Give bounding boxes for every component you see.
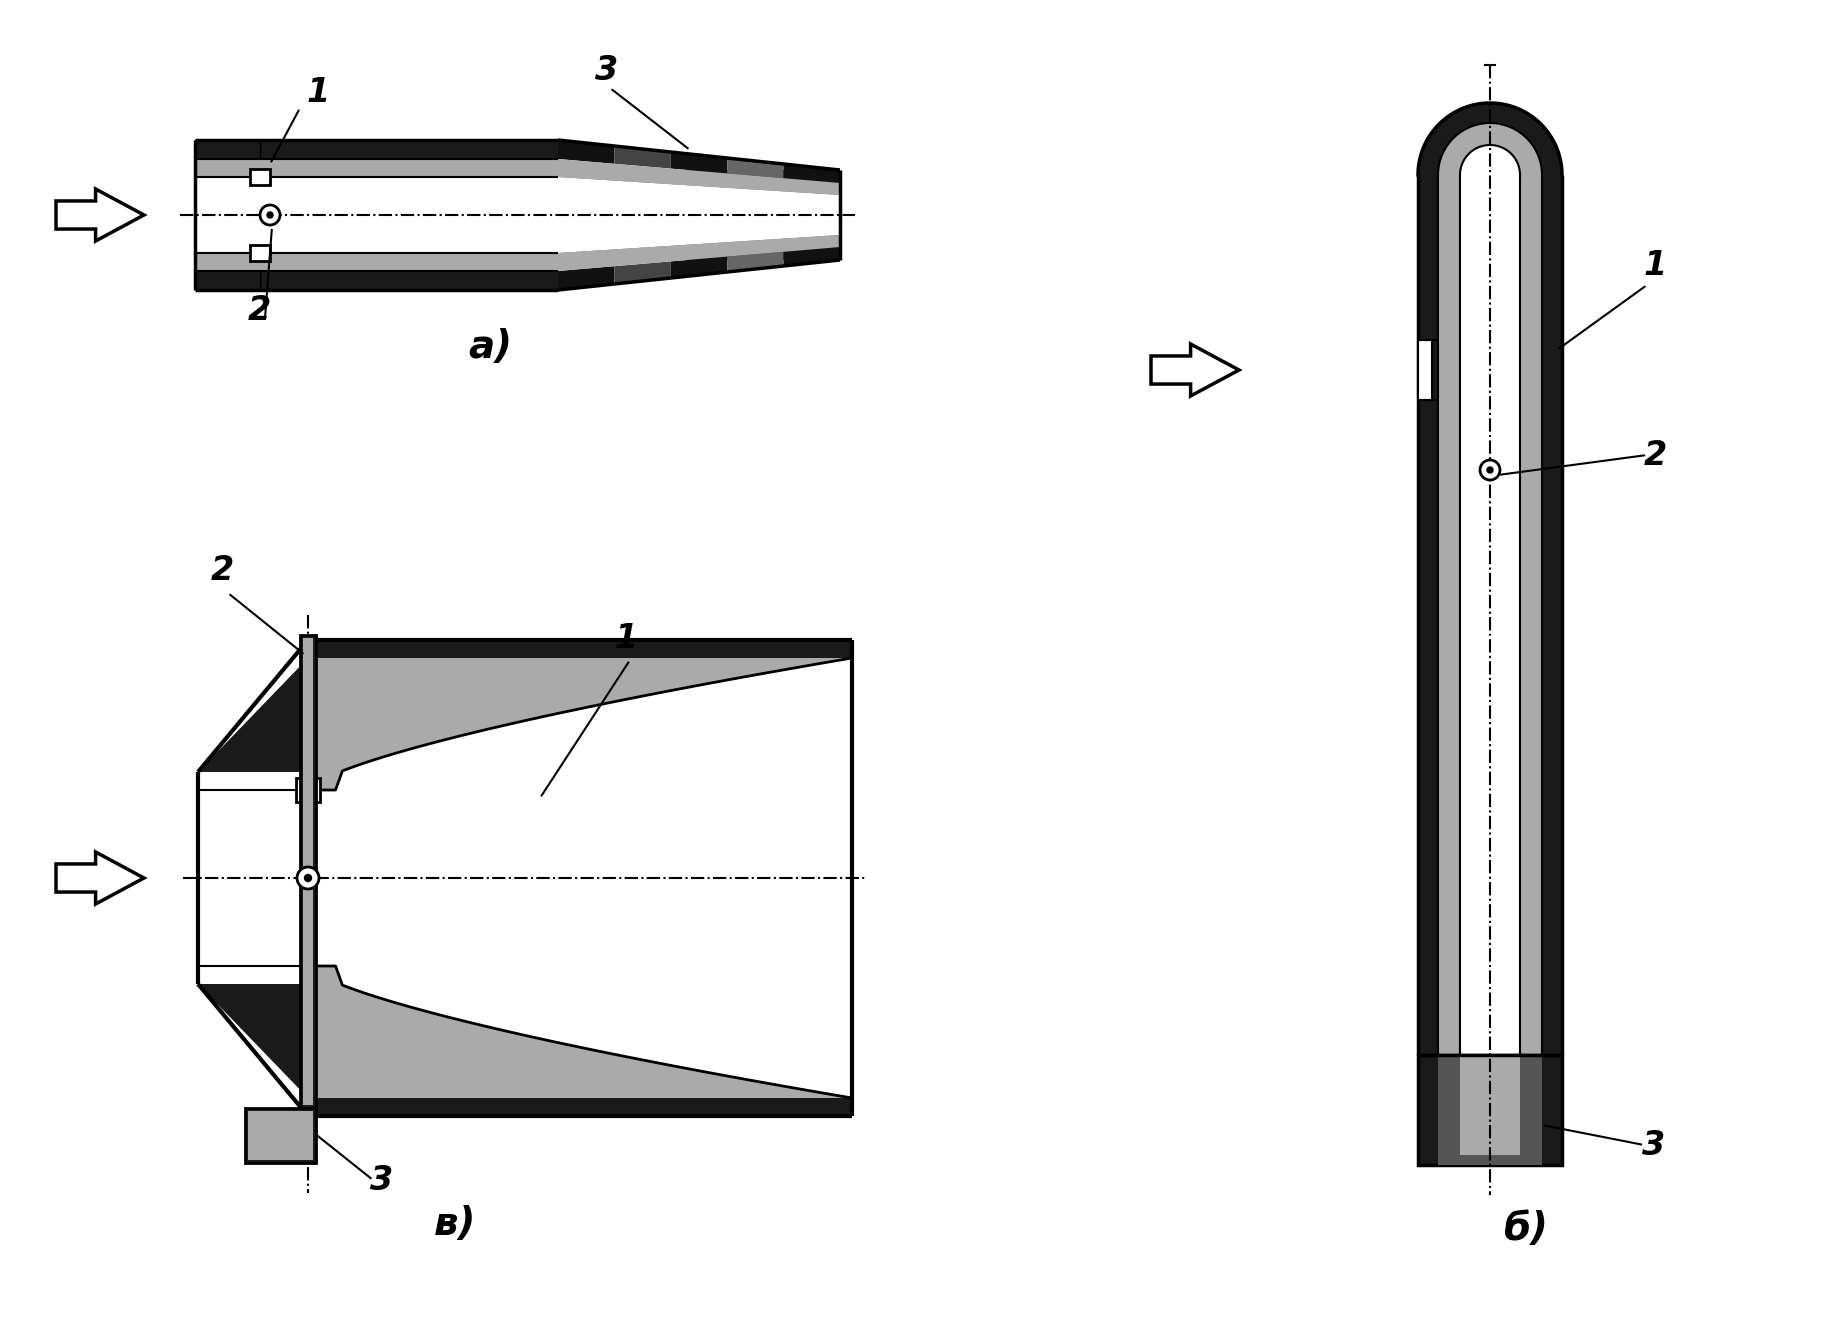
Polygon shape: [1439, 175, 1461, 1055]
Polygon shape: [615, 262, 670, 284]
Polygon shape: [245, 1108, 317, 1163]
Circle shape: [1479, 460, 1499, 480]
Polygon shape: [1542, 175, 1562, 1055]
Text: б): б): [1503, 1210, 1547, 1248]
Polygon shape: [297, 779, 321, 802]
Polygon shape: [558, 260, 840, 290]
Polygon shape: [195, 253, 558, 271]
Circle shape: [260, 205, 280, 225]
Circle shape: [1486, 467, 1494, 473]
Polygon shape: [1461, 1055, 1520, 1155]
Polygon shape: [195, 140, 558, 159]
Text: 2: 2: [1645, 439, 1667, 472]
Polygon shape: [1418, 1055, 1562, 1165]
Polygon shape: [300, 635, 317, 1108]
Text: а): а): [468, 328, 512, 366]
Polygon shape: [308, 658, 853, 1099]
Polygon shape: [197, 984, 308, 1099]
Circle shape: [297, 867, 319, 888]
Polygon shape: [558, 140, 840, 171]
Polygon shape: [308, 658, 853, 1099]
Polygon shape: [558, 235, 840, 271]
Polygon shape: [308, 1099, 853, 1116]
Polygon shape: [783, 164, 840, 182]
Polygon shape: [308, 966, 853, 1099]
Circle shape: [304, 874, 311, 882]
Polygon shape: [1461, 145, 1520, 175]
Polygon shape: [1520, 175, 1542, 1055]
Polygon shape: [251, 245, 271, 260]
Polygon shape: [558, 266, 615, 290]
Polygon shape: [1461, 175, 1520, 1055]
Text: 2: 2: [212, 554, 234, 587]
Polygon shape: [55, 189, 144, 241]
Polygon shape: [1151, 344, 1240, 397]
Polygon shape: [615, 145, 670, 169]
Text: 2: 2: [249, 293, 271, 327]
Text: 3: 3: [370, 1163, 392, 1196]
Polygon shape: [1439, 1055, 1542, 1165]
Polygon shape: [670, 256, 728, 278]
Polygon shape: [55, 851, 144, 904]
Text: 1: 1: [615, 621, 637, 654]
Polygon shape: [308, 640, 853, 658]
Polygon shape: [197, 658, 308, 772]
Polygon shape: [249, 1110, 313, 1159]
Text: в): в): [435, 1204, 477, 1243]
Circle shape: [267, 212, 273, 218]
Polygon shape: [1418, 175, 1439, 1055]
Polygon shape: [558, 159, 840, 196]
Polygon shape: [558, 177, 840, 253]
Polygon shape: [251, 169, 271, 185]
Polygon shape: [195, 177, 558, 253]
Polygon shape: [728, 251, 783, 272]
Polygon shape: [558, 171, 840, 260]
Polygon shape: [670, 152, 728, 173]
Polygon shape: [728, 159, 783, 178]
Text: 1: 1: [308, 75, 330, 108]
Polygon shape: [783, 247, 840, 266]
Polygon shape: [1418, 340, 1431, 401]
Polygon shape: [197, 791, 308, 966]
Polygon shape: [195, 271, 558, 290]
Polygon shape: [195, 159, 558, 177]
Polygon shape: [1418, 103, 1562, 175]
Polygon shape: [558, 140, 615, 164]
Polygon shape: [308, 658, 853, 791]
Polygon shape: [302, 639, 313, 1105]
Text: 3: 3: [1641, 1129, 1665, 1162]
Text: 3: 3: [595, 54, 619, 87]
Text: 1: 1: [1645, 249, 1667, 282]
Polygon shape: [1439, 123, 1542, 175]
